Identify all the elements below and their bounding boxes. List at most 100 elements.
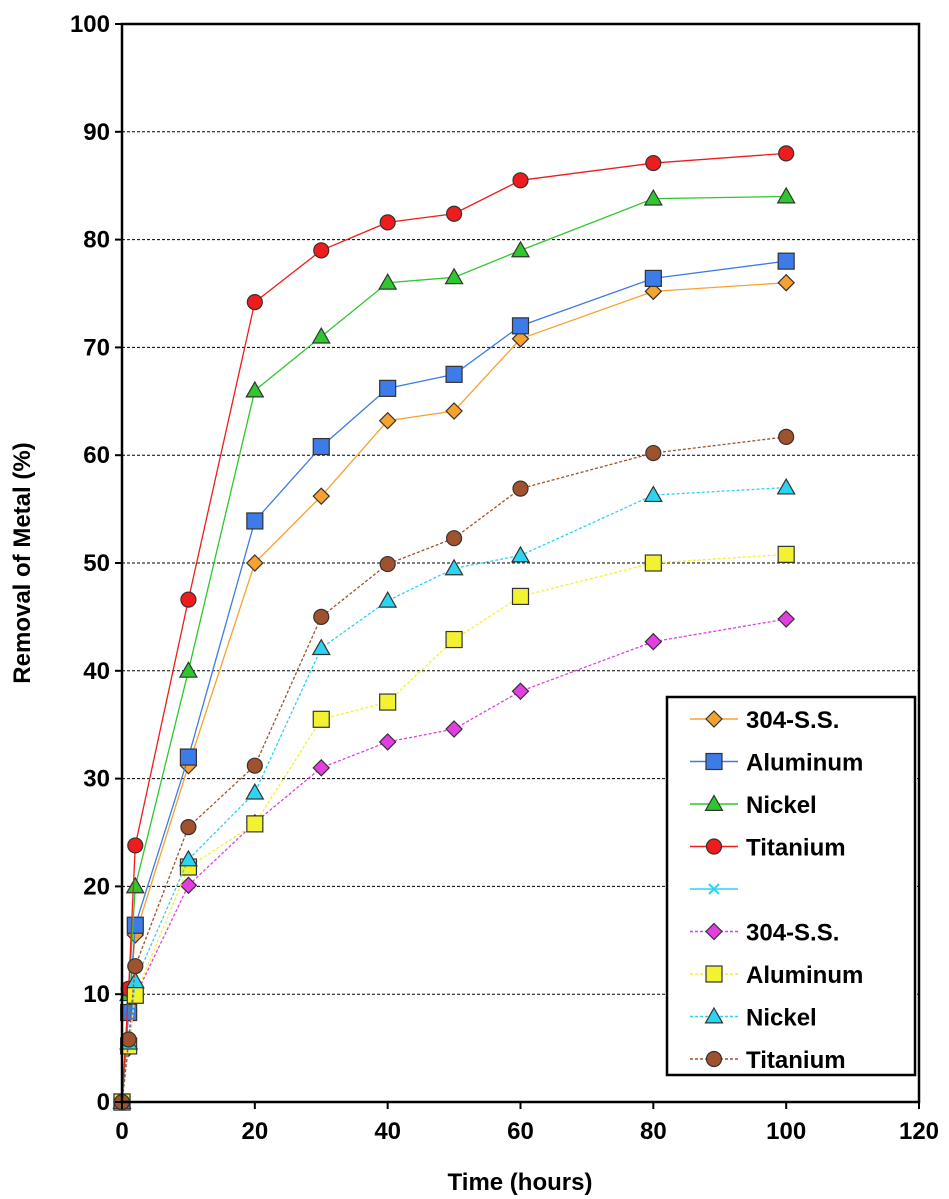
legend-entry: Nickel — [690, 792, 817, 819]
legend-marker — [705, 752, 723, 771]
data-point — [312, 437, 330, 456]
data-point — [777, 273, 796, 292]
legend-entry — [690, 883, 738, 895]
data-point — [644, 282, 663, 301]
series-layer — [112, 145, 796, 1111]
data-point — [445, 630, 463, 649]
y-tick-label: 50 — [83, 550, 110, 577]
y-tick-label: 10 — [83, 981, 110, 1008]
x-tick-label: 60 — [507, 1118, 534, 1145]
data-point — [311, 638, 331, 656]
x-tick-label: 20 — [241, 1118, 268, 1145]
data-point — [776, 186, 796, 204]
y-tick-label: 80 — [83, 227, 110, 254]
legend-entry: 304-S.S. — [690, 707, 839, 734]
x-axis-title: Time (hours) — [448, 1169, 593, 1196]
data-point — [312, 758, 331, 777]
series-9 — [113, 428, 795, 1111]
data-point — [644, 269, 662, 288]
data-point — [178, 661, 198, 678]
series-4 — [113, 145, 795, 1111]
data-point — [126, 986, 144, 1004]
data-point — [125, 971, 145, 989]
legend-label: Nickel — [746, 792, 817, 819]
data-point — [378, 273, 398, 290]
data-point — [245, 782, 265, 800]
data-point — [178, 849, 198, 867]
axes: 0 10 20 30 40 50 60 70 80 90 100 0 20 40 60 80 100 120 — [70, 11, 939, 1145]
y-tick-label: 20 — [83, 873, 110, 900]
data-point — [645, 444, 662, 462]
legend-entry: Aluminum — [690, 750, 863, 777]
legend-label: 304-S.S. — [746, 707, 839, 734]
data-point — [379, 693, 397, 711]
legend-marker — [708, 883, 720, 895]
data-point — [511, 587, 530, 606]
data-point — [379, 214, 396, 231]
data-point — [777, 545, 795, 563]
x-tick-label: 80 — [640, 1118, 667, 1145]
data-point — [246, 757, 263, 774]
legend-label: Titanium — [746, 1047, 846, 1074]
data-point — [643, 188, 663, 206]
data-point — [313, 608, 330, 626]
x-tick-label: 120 — [899, 1118, 939, 1145]
legend-marker — [705, 965, 723, 983]
legend-marker — [704, 1006, 724, 1024]
x-tick-label: 40 — [374, 1118, 401, 1145]
legend-entry: Titanium — [690, 835, 846, 862]
series-6 — [113, 610, 796, 1111]
data-point — [645, 154, 662, 172]
legend: 304-S.S. Aluminum Nickel Titanium 304-S.S. Al… — [665, 695, 917, 1077]
legend-marker — [705, 1050, 723, 1068]
data-point — [379, 555, 396, 573]
data-point — [125, 876, 145, 894]
data-point — [312, 710, 330, 728]
data-point — [512, 480, 529, 497]
data-point — [180, 819, 197, 836]
y-tick-label: 100 — [70, 11, 110, 38]
data-point — [378, 591, 398, 608]
data-point — [180, 591, 197, 608]
data-point — [778, 428, 795, 445]
y-axis-title: Removal of Metal (%) — [9, 442, 36, 683]
data-point — [644, 632, 663, 651]
x-tick-label: 0 — [115, 1118, 128, 1145]
legend-entry: Nickel — [690, 1005, 817, 1032]
legend-marker — [705, 922, 723, 941]
legend-entry: 304-S.S. — [690, 920, 839, 947]
legend-entry: Titanium — [690, 1047, 846, 1074]
data-point — [445, 402, 463, 420]
series-line — [121, 553, 787, 1103]
y-tick-label: 40 — [83, 658, 110, 685]
data-point — [246, 294, 263, 311]
data-point — [511, 682, 530, 701]
data-point — [246, 815, 264, 833]
legend-marker — [705, 838, 723, 855]
data-point — [777, 610, 796, 628]
data-point — [245, 380, 265, 398]
data-point — [120, 1031, 137, 1048]
legend-label: 304-S.S. — [746, 920, 839, 947]
data-point — [511, 317, 530, 335]
data-point — [179, 748, 198, 766]
data-point — [127, 837, 144, 854]
legend-label: Nickel — [746, 1005, 817, 1032]
x-tick-label: 100 — [766, 1118, 806, 1145]
legend-label: Titanium — [746, 835, 846, 862]
legend-label: Aluminum — [746, 750, 863, 777]
y-tick-label: 70 — [83, 334, 110, 361]
data-point — [444, 267, 464, 285]
data-point — [445, 530, 463, 547]
data-point — [510, 240, 531, 258]
data-point — [510, 545, 531, 563]
legend-label: Aluminum — [746, 962, 863, 989]
y-tick-label: 90 — [83, 119, 110, 146]
data-point — [776, 477, 796, 495]
data-point — [378, 733, 397, 751]
data-point — [445, 365, 463, 383]
y-tick-label: 30 — [83, 766, 110, 793]
data-point — [778, 145, 795, 162]
data-point — [179, 876, 198, 895]
